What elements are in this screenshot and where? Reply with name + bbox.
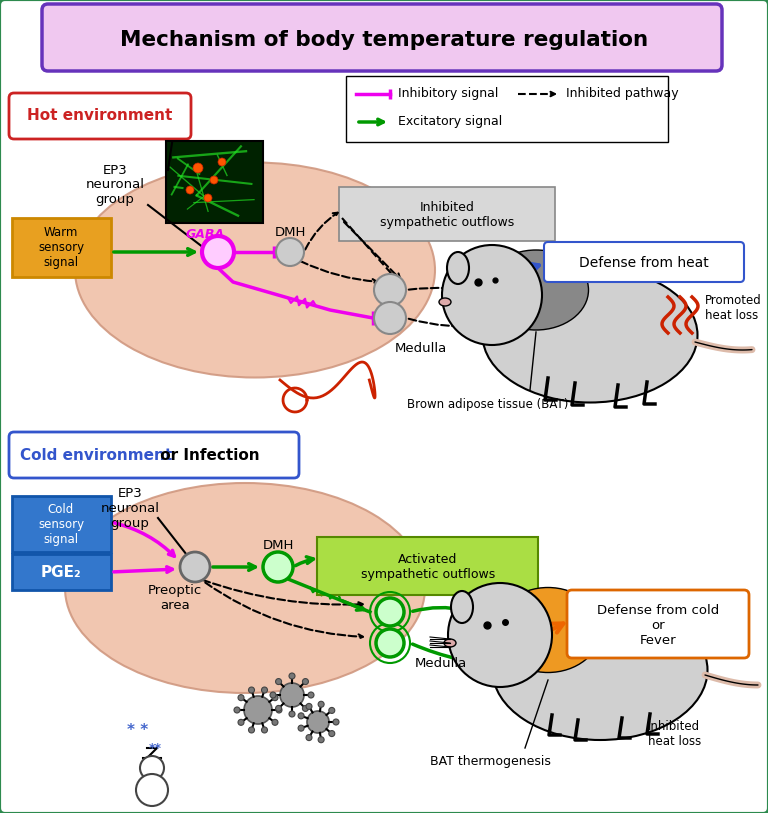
Circle shape — [448, 583, 552, 687]
FancyBboxPatch shape — [42, 4, 722, 71]
Circle shape — [298, 725, 304, 731]
Circle shape — [442, 245, 542, 345]
Text: Brown adipose tissue (BAT): Brown adipose tissue (BAT) — [407, 398, 568, 411]
Circle shape — [374, 274, 406, 306]
Circle shape — [263, 552, 293, 582]
Text: GABA: GABA — [186, 228, 224, 241]
Text: Hot environment: Hot environment — [28, 108, 173, 124]
Circle shape — [249, 687, 254, 693]
Text: Activated
sympathetic outflows: Activated sympathetic outflows — [361, 553, 495, 581]
Circle shape — [193, 163, 203, 173]
Text: Defense from cold
or
Fever: Defense from cold or Fever — [597, 603, 719, 646]
FancyBboxPatch shape — [12, 554, 111, 590]
Circle shape — [140, 756, 164, 780]
Circle shape — [272, 720, 278, 725]
Circle shape — [210, 176, 218, 184]
Ellipse shape — [495, 588, 601, 672]
FancyBboxPatch shape — [544, 242, 744, 282]
Circle shape — [238, 694, 244, 701]
Text: * *: * * — [127, 723, 149, 737]
Text: **: ** — [148, 741, 161, 754]
Ellipse shape — [482, 267, 697, 402]
Circle shape — [307, 711, 329, 733]
Circle shape — [202, 236, 234, 268]
Circle shape — [276, 679, 282, 685]
Text: Mechanism of body temperature regulation: Mechanism of body temperature regulation — [120, 30, 648, 50]
Circle shape — [238, 720, 244, 725]
Circle shape — [306, 703, 312, 710]
Text: Cold environment: Cold environment — [20, 447, 172, 463]
Text: Preoptic
area: Preoptic area — [148, 584, 202, 612]
Circle shape — [376, 598, 404, 626]
Text: Medulla: Medulla — [395, 342, 447, 355]
Circle shape — [298, 713, 304, 719]
Circle shape — [204, 194, 212, 202]
Text: Inhibited pathway: Inhibited pathway — [566, 88, 679, 101]
Text: or Infection: or Infection — [154, 447, 260, 463]
Circle shape — [289, 673, 295, 679]
Ellipse shape — [65, 483, 425, 693]
Text: Inhibited
heat loss: Inhibited heat loss — [648, 720, 701, 748]
Text: Defense from heat: Defense from heat — [579, 256, 709, 270]
Ellipse shape — [447, 252, 469, 284]
FancyBboxPatch shape — [346, 76, 668, 142]
Text: Medulla: Medulla — [415, 657, 467, 670]
FancyBboxPatch shape — [339, 187, 555, 241]
Circle shape — [261, 727, 267, 733]
Text: DMH: DMH — [263, 538, 293, 551]
Circle shape — [306, 735, 312, 741]
Circle shape — [276, 707, 282, 713]
Circle shape — [289, 711, 295, 717]
Ellipse shape — [451, 591, 473, 623]
Text: Warm
sensory
signal: Warm sensory signal — [38, 225, 84, 268]
Circle shape — [318, 737, 324, 743]
FancyBboxPatch shape — [12, 496, 111, 552]
Circle shape — [374, 302, 406, 334]
Text: BAT thermogenesis: BAT thermogenesis — [429, 755, 551, 768]
Text: DMH: DMH — [274, 225, 306, 238]
Circle shape — [276, 238, 304, 266]
Ellipse shape — [439, 298, 451, 306]
FancyBboxPatch shape — [12, 218, 111, 277]
Circle shape — [329, 707, 335, 714]
Circle shape — [333, 719, 339, 725]
Text: Inhibited
sympathetic outflows: Inhibited sympathetic outflows — [380, 201, 514, 229]
Text: Excitatory signal: Excitatory signal — [398, 115, 502, 128]
Circle shape — [329, 731, 335, 737]
Circle shape — [180, 552, 210, 582]
Circle shape — [186, 186, 194, 194]
FancyBboxPatch shape — [9, 432, 299, 478]
FancyBboxPatch shape — [317, 537, 538, 595]
Text: EP3
neuronal
group: EP3 neuronal group — [85, 163, 144, 207]
Circle shape — [376, 629, 404, 657]
Text: EP3
neuronal
group: EP3 neuronal group — [101, 486, 160, 529]
Text: Promoted
heat loss: Promoted heat loss — [705, 294, 762, 322]
Text: PGE₂: PGE₂ — [41, 564, 81, 580]
FancyBboxPatch shape — [9, 93, 191, 139]
Ellipse shape — [75, 163, 435, 377]
Circle shape — [261, 687, 267, 693]
Circle shape — [270, 692, 276, 698]
Circle shape — [308, 692, 314, 698]
FancyBboxPatch shape — [567, 590, 749, 658]
Circle shape — [272, 694, 278, 701]
Circle shape — [280, 683, 304, 707]
Circle shape — [318, 702, 324, 707]
Circle shape — [234, 707, 240, 713]
FancyBboxPatch shape — [166, 141, 263, 223]
Circle shape — [218, 158, 226, 166]
Ellipse shape — [492, 600, 707, 740]
Text: Cold
sensory
signal: Cold sensory signal — [38, 502, 84, 546]
Ellipse shape — [484, 250, 588, 330]
Circle shape — [136, 774, 168, 806]
Ellipse shape — [444, 639, 456, 647]
Circle shape — [244, 696, 272, 724]
Circle shape — [249, 727, 254, 733]
Circle shape — [303, 679, 309, 685]
Text: Inhibitory signal: Inhibitory signal — [398, 88, 498, 101]
Circle shape — [276, 706, 282, 711]
Circle shape — [303, 706, 309, 711]
